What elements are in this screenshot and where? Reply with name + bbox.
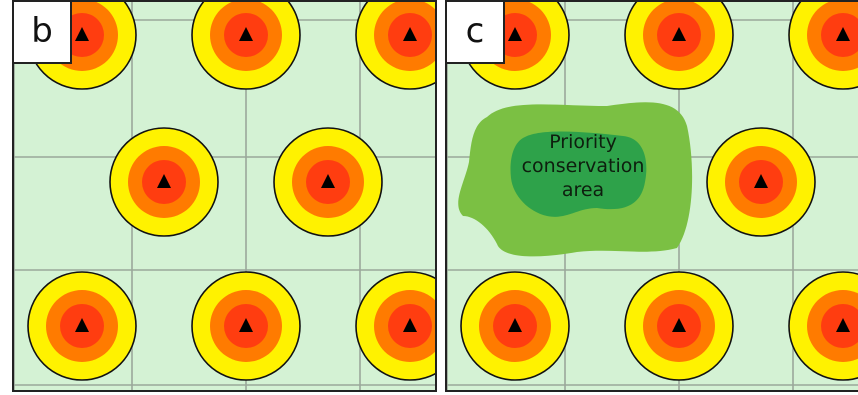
site-impact-zone xyxy=(191,271,301,381)
site-impact-zone xyxy=(706,127,816,237)
site-marker-triangle-icon xyxy=(754,174,768,188)
site-impact-zone xyxy=(355,2,435,90)
panel-b-map xyxy=(14,2,435,390)
priority-area-label-line: Priority xyxy=(549,131,617,153)
site-impact-zone xyxy=(624,271,734,381)
panel-c-map xyxy=(447,2,858,390)
site-marker-triangle-icon xyxy=(403,27,417,41)
site-marker-triangle-icon xyxy=(508,27,522,41)
site-marker-triangle-icon xyxy=(508,318,522,332)
site-marker-triangle-icon xyxy=(672,27,686,41)
site-impact-zone xyxy=(624,2,734,90)
site-marker-triangle-icon xyxy=(403,318,417,332)
site-impact-zone xyxy=(788,271,858,381)
site-marker-triangle-icon xyxy=(672,318,686,332)
site-impact-zone xyxy=(460,271,570,381)
priority-area-label-line: conservation xyxy=(521,155,645,177)
panel-c: c Priority conservation area xyxy=(445,0,858,392)
panel-label-c: c xyxy=(447,2,505,64)
site-impact-zone xyxy=(355,271,435,381)
site-marker-triangle-icon xyxy=(836,27,850,41)
site-impact-zone xyxy=(109,127,219,237)
panel-label-b: b xyxy=(14,2,72,64)
site-impact-zone xyxy=(273,127,383,237)
site-impact-zone xyxy=(788,2,858,90)
site-impact-zone xyxy=(27,271,137,381)
site-marker-triangle-icon xyxy=(75,318,89,332)
priority-area-label-line: area xyxy=(561,179,605,201)
site-marker-triangle-icon xyxy=(836,318,850,332)
site-impact-zone xyxy=(191,2,301,90)
panel-b: b xyxy=(12,0,437,392)
site-marker-triangle-icon xyxy=(157,174,171,188)
site-marker-triangle-icon xyxy=(75,27,89,41)
site-marker-triangle-icon xyxy=(239,318,253,332)
site-marker-triangle-icon xyxy=(321,174,335,188)
priority-area-core xyxy=(510,131,647,217)
site-marker-triangle-icon xyxy=(239,27,253,41)
priority-area-label: Priority conservation area xyxy=(503,130,663,202)
